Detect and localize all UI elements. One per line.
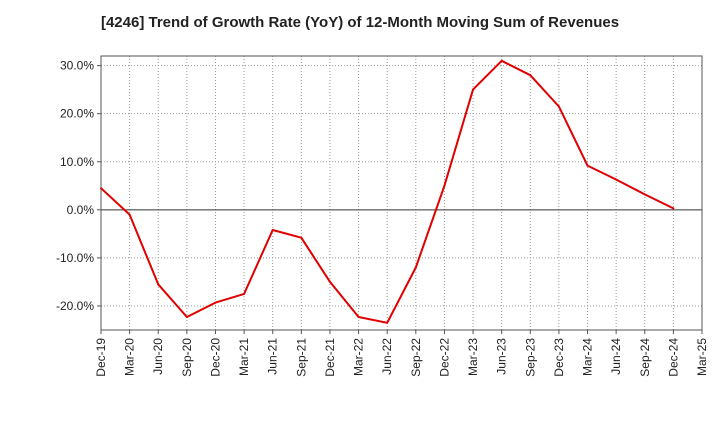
x-tick-label: Dec-22	[437, 338, 451, 377]
axes	[97, 55, 703, 334]
data-point	[386, 321, 389, 324]
data-point	[271, 229, 274, 232]
x-tick-label: Sep-21	[294, 338, 308, 377]
y-tick-label: 10.0%	[60, 155, 94, 169]
data-point	[472, 88, 475, 91]
data-point	[214, 301, 217, 304]
x-tick-label: Mar-25	[695, 338, 709, 376]
data-point	[615, 178, 618, 181]
data-point	[128, 213, 131, 216]
data-point	[243, 292, 246, 295]
data-point	[500, 59, 503, 62]
data-point	[443, 184, 446, 187]
x-tick-label: Dec-23	[552, 338, 566, 377]
data-point	[357, 316, 360, 319]
y-tick-labels: 30.0% 20.0% 10.0% 0.0% -10.0% -20.0%	[56, 59, 94, 313]
data-point	[157, 283, 160, 286]
x-tick-label: Dec-19	[94, 338, 108, 377]
x-tick-label: Mar-20	[123, 338, 137, 376]
x-tick-label: Sep-23	[523, 338, 537, 377]
chart-title: [4246] Trend of Growth Rate (YoY) of 12-…	[100, 14, 620, 31]
x-tick-label: Mar-23	[466, 338, 480, 376]
gridlines	[101, 56, 702, 330]
x-tick-label: Jun-22	[380, 338, 394, 375]
x-tick-label: Mar-22	[352, 338, 366, 376]
x-tick-label: Sep-22	[409, 338, 423, 377]
plot-border	[100, 55, 703, 331]
x-tick-label: Jun-24	[609, 338, 623, 375]
x-tick-label: Dec-21	[323, 338, 337, 377]
data-point	[586, 164, 589, 167]
data-point	[414, 266, 417, 269]
x-tick-label: Dec-24	[666, 338, 680, 377]
y-tick-label: -10.0%	[56, 251, 94, 265]
x-tick-label: Jun-20	[151, 338, 165, 375]
x-tick-label: Dec-20	[208, 338, 222, 377]
y-tick-label: 0.0%	[67, 203, 95, 217]
data-point	[100, 187, 102, 190]
y-tick-label: 20.0%	[60, 107, 94, 121]
x-tick-label: Mar-24	[581, 338, 595, 376]
data-point	[300, 236, 303, 239]
x-tick-label: Jun-23	[495, 338, 509, 375]
y-tick-label: 30.0%	[60, 59, 94, 73]
x-tick-label: Sep-20	[180, 338, 194, 377]
data-point	[529, 74, 532, 77]
y-tick-label: -20.0%	[56, 299, 94, 313]
data-point	[672, 207, 675, 210]
data-point	[557, 105, 560, 108]
data-point	[328, 280, 331, 283]
x-tick-label: Mar-21	[237, 338, 251, 376]
x-tick-labels: Dec-19 Mar-20 Jun-20 Sep-20 Dec-20 Mar-21 Jun-…	[94, 338, 709, 377]
series-layer	[100, 59, 675, 324]
data-point	[185, 316, 188, 319]
data-point	[643, 193, 646, 196]
x-tick-label: Jun-21	[266, 338, 280, 375]
x-tick-label: Sep-24	[638, 338, 652, 377]
